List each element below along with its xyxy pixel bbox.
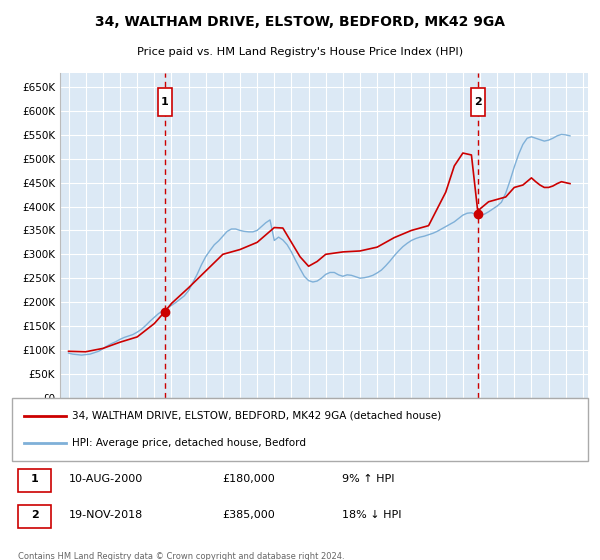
Text: 9% ↑ HPI: 9% ↑ HPI	[342, 474, 395, 484]
Text: HPI: Average price, detached house, Bedford: HPI: Average price, detached house, Bedf…	[72, 438, 306, 449]
Text: Price paid vs. HM Land Registry's House Price Index (HPI): Price paid vs. HM Land Registry's House …	[137, 48, 463, 57]
Bar	[18, 469, 51, 492]
Text: 34, WALTHAM DRIVE, ELSTOW, BEDFORD, MK42 9GA: 34, WALTHAM DRIVE, ELSTOW, BEDFORD, MK42…	[95, 15, 505, 29]
Bar	[158, 88, 172, 116]
Text: 10-AUG-2000: 10-AUG-2000	[69, 474, 143, 484]
Text: Contains HM Land Registry data © Crown copyright and database right 2024.
This d: Contains HM Land Registry data © Crown c…	[18, 552, 344, 560]
FancyBboxPatch shape	[12, 398, 588, 461]
Bar	[18, 505, 51, 528]
Text: 34, WALTHAM DRIVE, ELSTOW, BEDFORD, MK42 9GA (detached house): 34, WALTHAM DRIVE, ELSTOW, BEDFORD, MK42…	[72, 411, 441, 421]
Text: £180,000: £180,000	[222, 474, 275, 484]
Text: 19-NOV-2018: 19-NOV-2018	[69, 510, 143, 520]
Text: 2: 2	[474, 97, 482, 107]
Text: 1: 1	[31, 474, 38, 484]
Text: 1: 1	[161, 97, 169, 107]
Text: 18% ↓ HPI: 18% ↓ HPI	[342, 510, 401, 520]
Text: £385,000: £385,000	[222, 510, 275, 520]
Bar	[471, 88, 485, 116]
Text: 2: 2	[31, 510, 38, 520]
